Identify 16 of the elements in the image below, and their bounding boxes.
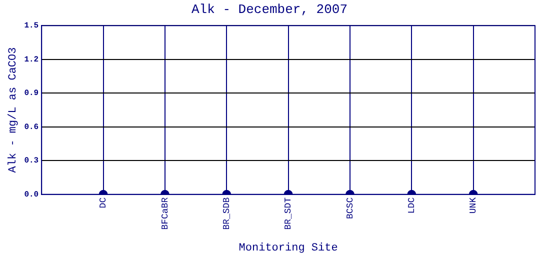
y-tick-label: 0.0 xyxy=(24,190,39,200)
x-tick-label: DC xyxy=(98,196,109,208)
x-tick-label: BFCaBR xyxy=(160,196,170,230)
y-tick-label: 1.5 xyxy=(24,22,39,31)
x-tick-label: BR_SDB xyxy=(222,196,232,230)
x-tick-label: UNK xyxy=(468,196,479,214)
x-axis-title: Monitoring Site xyxy=(238,242,338,254)
x-tick-label: BR_SDT xyxy=(284,196,294,230)
y-axis-title: Alk - mg/L as CaCO3 xyxy=(8,47,20,173)
chart-title: Alk - December, 2007 xyxy=(191,2,348,18)
x-tick-label: LDC xyxy=(407,196,418,214)
y-tick-label: 1.2 xyxy=(24,55,39,64)
y-tick-label: 0.9 xyxy=(24,89,39,98)
y-tick-label: 0.6 xyxy=(24,122,39,132)
x-tick-label: BCSC xyxy=(345,196,356,220)
y-tick-label: 0.3 xyxy=(24,156,39,166)
